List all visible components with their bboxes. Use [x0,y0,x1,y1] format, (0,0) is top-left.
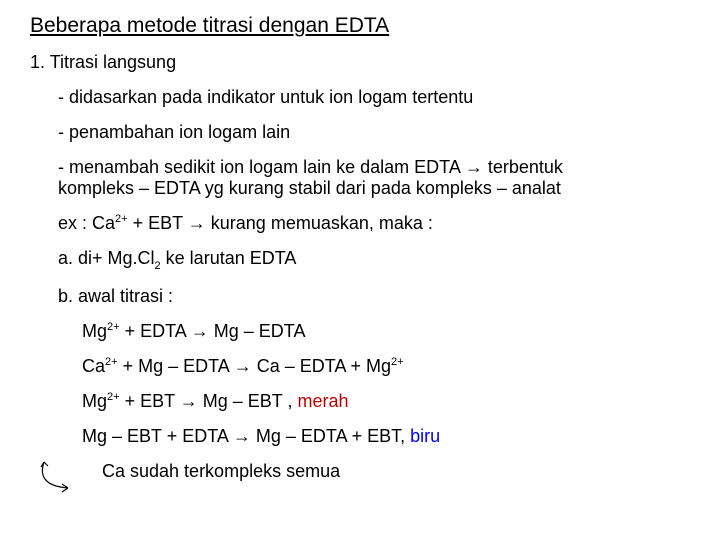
bullet-1: - didasarkan pada indikator untuk ion lo… [30,87,690,108]
text: Mg [82,321,107,341]
example-line: ex : Ca2+ + EBT → kurang memuaskan, maka… [30,213,690,234]
text: ex : Ca [58,213,115,233]
text: Ca – EDTA + Mg [252,356,391,376]
text: terbentuk [483,157,563,177]
text: kompleks – EDTA yg kurang stabil dari pa… [58,178,561,198]
arrow-icon: → [465,157,483,177]
text: Mg – EBT + EDTA [82,426,233,446]
bullet-3: - menambah sedikit ion logam lain ke dal… [30,157,690,199]
text: Mg – EDTA + EBT, [251,426,410,446]
superscript: 2+ [107,391,120,403]
text: + EBT [120,391,180,411]
page-title: Beberapa metode titrasi dengan EDTA [30,14,690,38]
text: + EBT [128,213,188,233]
reaction-2: Ca2+ + Mg – EDTA → Ca – EDTA + Mg2+ [30,356,690,377]
superscript: 2+ [107,321,120,333]
text: Mg – EBT , [198,391,298,411]
arrow-icon: → [234,356,252,376]
heading-1: 1. Titrasi langsung [30,52,690,73]
arrow-icon: → [233,426,251,446]
subscript: 2 [155,260,161,272]
bullet-2: - penambahan ion logam lain [30,122,690,143]
conclusion-line: Ca sudah terkompleks semua [30,461,690,482]
step-a: a. di+ Mg.Cl2 ke larutan EDTA [30,248,690,272]
reaction-4: Mg – EBT + EDTA → Mg – EDTA + EBT, biru [30,426,690,447]
arrow-icon: → [180,391,198,411]
text: ke larutan EDTA [161,248,297,268]
text: + EDTA [120,321,191,341]
color-word-red: merah [297,391,348,411]
arrow-icon: → [188,213,206,233]
text: kurang memuaskan, maka : [206,213,433,233]
superscript: 2+ [391,356,404,368]
arrow-icon: → [191,321,209,341]
curved-arrow-icon [38,460,80,494]
step-b: b. awal titrasi : [30,286,690,307]
text: Ca [82,356,105,376]
superscript: 2+ [115,213,128,225]
text: - menambah sedikit ion logam lain ke dal… [58,157,465,177]
superscript: 2+ [105,356,118,368]
text: Mg – EDTA [209,321,306,341]
reaction-1: Mg2+ + EDTA → Mg – EDTA [30,321,690,342]
reaction-3: Mg2+ + EBT → Mg – EBT , merah [30,391,690,412]
color-word-blue: biru [410,426,440,446]
text: a. di+ Mg.Cl [58,248,155,268]
text: + Mg – EDTA [118,356,234,376]
text: Mg [82,391,107,411]
